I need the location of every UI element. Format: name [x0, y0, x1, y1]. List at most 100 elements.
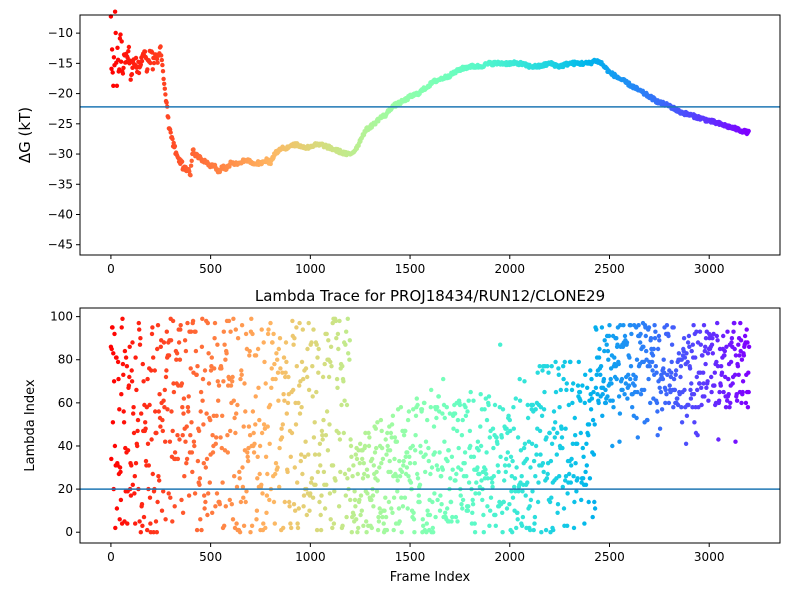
- lambda-point: [706, 398, 711, 403]
- lambda-point: [475, 465, 480, 470]
- lambda-point: [268, 320, 273, 326]
- lambda-point: [600, 413, 605, 418]
- lambda-point: [202, 493, 207, 498]
- lambda-point: [506, 413, 511, 418]
- lambda-point: [238, 499, 244, 505]
- lambda-chart-title: Lambda Trace for PROJ18434/RUN12/CLONE29: [255, 287, 605, 305]
- lambda-point: [512, 476, 518, 481]
- lambda-point: [245, 454, 250, 459]
- lambda-point: [539, 530, 544, 535]
- delta-g-point: [179, 159, 185, 164]
- lambda-point: [697, 381, 702, 386]
- lambda-point: [440, 411, 445, 416]
- lambda-point: [231, 398, 236, 403]
- lambda-point: [210, 433, 215, 438]
- lambda-point: [120, 361, 126, 367]
- lambda-point: [136, 320, 141, 326]
- lambda-point: [383, 514, 389, 520]
- lambda-point: [237, 530, 243, 535]
- x-tick-label: 2000: [494, 550, 525, 564]
- lambda-point: [160, 428, 165, 434]
- lambda-point: [427, 512, 433, 518]
- lambda-point: [557, 474, 562, 479]
- lambda-point: [201, 422, 206, 427]
- lambda-point: [316, 346, 321, 352]
- x-tick-label: 3000: [694, 550, 725, 564]
- lambda-point: [742, 333, 748, 339]
- lambda-point: [699, 385, 704, 390]
- lambda-point: [641, 344, 646, 349]
- lambda-point: [195, 458, 201, 464]
- lambda-point: [129, 368, 134, 373]
- lambda-point: [395, 489, 400, 494]
- lambda-point: [263, 454, 269, 459]
- lambda-point: [273, 376, 278, 382]
- lambda-point: [333, 478, 338, 483]
- lambda-point: [430, 525, 435, 531]
- lambda-point: [146, 463, 151, 468]
- lambda-point: [664, 392, 669, 397]
- lambda-point: [407, 454, 412, 459]
- lambda-point: [312, 452, 318, 457]
- lambda-point: [685, 340, 691, 345]
- lambda-point: [320, 437, 325, 442]
- lambda-point: [265, 471, 270, 477]
- delta-g-point: [145, 67, 150, 72]
- lambda-point: [277, 484, 282, 490]
- lambda-point: [216, 398, 221, 403]
- lambda-point: [322, 361, 327, 367]
- lambda-point: [646, 376, 651, 382]
- lambda-point: [215, 342, 220, 347]
- lambda-point: [239, 323, 245, 328]
- delta-g-point: [187, 169, 192, 174]
- lambda-point: [157, 478, 162, 483]
- lambda-point: [692, 420, 697, 425]
- lambda-point: [364, 530, 369, 535]
- lambda-point: [518, 448, 524, 453]
- lambda-point: [508, 428, 513, 434]
- lambda-point: [352, 497, 358, 503]
- lambda-point: [344, 514, 349, 520]
- lambda-point: [476, 491, 482, 496]
- y-tick-label: −20: [48, 87, 73, 101]
- lambda-point: [261, 521, 266, 526]
- lambda-point: [504, 506, 510, 511]
- lambda-point: [481, 530, 486, 535]
- lambda-point: [515, 517, 520, 522]
- lambda-point: [596, 400, 601, 406]
- lambda-point: [551, 527, 556, 533]
- lambda-point: [652, 323, 657, 328]
- lambda-point: [487, 523, 492, 528]
- lambda-point: [292, 465, 297, 470]
- lambda-point: [503, 469, 508, 475]
- lambda-point: [485, 504, 490, 509]
- y-tick-label: 40: [58, 439, 73, 453]
- delta-g-point: [129, 72, 135, 77]
- lambda-point: [269, 385, 274, 390]
- lambda-point: [219, 366, 224, 371]
- lambda-point: [607, 323, 612, 328]
- lambda-point: [455, 519, 460, 524]
- lambda-point: [265, 424, 270, 429]
- lambda-point: [623, 381, 628, 386]
- lambda-point: [633, 374, 638, 380]
- lambda-point: [724, 344, 729, 349]
- lambda-point: [230, 517, 236, 522]
- lambda-point: [166, 353, 172, 358]
- lambda-point: [460, 417, 465, 423]
- lambda-point: [234, 484, 240, 490]
- lambda-point: [340, 364, 345, 369]
- lambda-point: [568, 359, 573, 365]
- lambda-point: [182, 338, 188, 343]
- lambda-point: [141, 379, 146, 384]
- lambda-point: [335, 385, 340, 390]
- lambda-point: [117, 465, 123, 470]
- lambda-point: [438, 493, 443, 498]
- lambda-point: [190, 469, 195, 475]
- lambda-point: [702, 348, 707, 354]
- lambda-point: [435, 405, 440, 410]
- lambda-point: [337, 318, 342, 324]
- lambda-point: [415, 402, 420, 408]
- lambda-point: [253, 394, 258, 399]
- lambda-point: [137, 342, 143, 347]
